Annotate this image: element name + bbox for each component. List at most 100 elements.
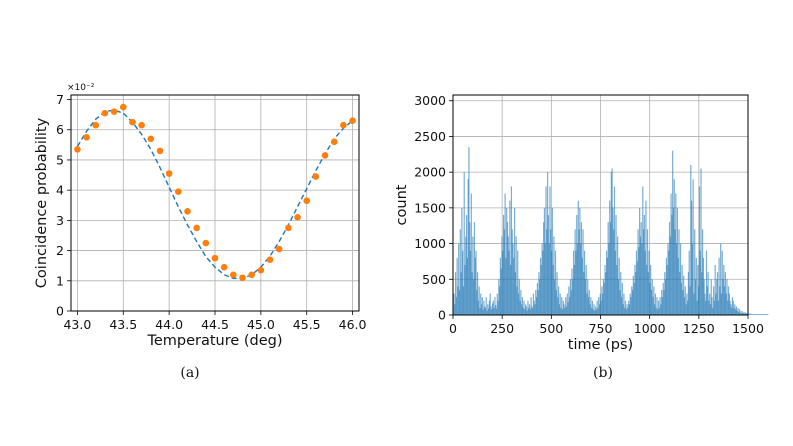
bar: [710, 279, 712, 315]
bar: [499, 286, 501, 315]
bar: [636, 261, 638, 315]
bar: [594, 306, 597, 315]
bar: [664, 272, 666, 315]
data-point: [312, 173, 320, 180]
bar: [705, 300, 707, 315]
bar: [587, 297, 590, 315]
data-point: [294, 214, 301, 221]
bar: [505, 257, 507, 315]
bar: [572, 279, 574, 315]
bar: [598, 304, 601, 315]
bar: [591, 300, 594, 315]
bar: [494, 297, 496, 315]
bar: [462, 250, 464, 315]
bar: [631, 290, 634, 315]
data-point: [110, 108, 118, 115]
bar: [464, 265, 466, 315]
bar: [533, 300, 535, 315]
bar: [688, 250, 690, 315]
bar: [744, 312, 746, 315]
bar: [642, 186, 644, 315]
bar: [566, 293, 568, 315]
bar: [594, 310, 596, 315]
data-point: [220, 263, 228, 271]
bar: [545, 186, 547, 315]
bar: [527, 300, 529, 315]
bar: [543, 207, 546, 315]
bar: [611, 168, 613, 315]
bar: [665, 279, 667, 315]
bar: [459, 229, 461, 315]
bar: [526, 310, 528, 315]
bar: [739, 312, 741, 315]
bar: [738, 312, 740, 315]
data-point: [129, 118, 136, 126]
a-ytick-label-1: 1: [56, 273, 64, 288]
bar: [627, 307, 629, 315]
b-ytick-label-2: 1000: [414, 236, 446, 251]
data-point: [349, 117, 356, 124]
bar: [712, 307, 714, 315]
bar: [483, 300, 485, 315]
bar: [562, 300, 564, 315]
bar: [458, 243, 460, 315]
bar: [672, 207, 675, 315]
bar: [606, 257, 608, 315]
b-xtick-label-6: 1500: [732, 321, 764, 336]
bar: [542, 250, 544, 315]
bar: [613, 229, 615, 315]
bar: [734, 304, 736, 315]
bar: [717, 300, 719, 315]
data-point: [230, 271, 237, 279]
bar: [502, 250, 504, 315]
bar: [705, 250, 708, 315]
bar: [676, 207, 679, 315]
bar: [745, 312, 747, 315]
data-point: [101, 109, 109, 117]
bar: [605, 272, 607, 315]
bar: [684, 286, 686, 315]
bar: [476, 272, 479, 315]
bar: [714, 265, 716, 315]
bar: [749, 314, 751, 315]
bar: [751, 314, 753, 315]
bar: [506, 222, 509, 315]
bar: [725, 293, 727, 315]
bar: [679, 272, 681, 315]
bar: [766, 314, 768, 315]
bar: [650, 290, 653, 315]
bar: [707, 272, 709, 315]
bar: [477, 300, 479, 315]
bar: [563, 304, 565, 315]
bar: [613, 186, 616, 315]
bar: [521, 304, 523, 315]
bar: [565, 297, 567, 315]
bar: [528, 304, 531, 315]
data-point: [74, 146, 81, 153]
bar: [495, 305, 497, 315]
bar: [661, 297, 664, 315]
bar: [472, 236, 474, 315]
a-xtick-label-1: 43.5: [109, 317, 137, 332]
bar: [568, 286, 570, 315]
bar: [502, 215, 505, 315]
bar: [618, 257, 620, 315]
bars-b: [453, 147, 769, 315]
bar: [676, 243, 678, 315]
bar: [584, 279, 586, 315]
bar: [746, 313, 749, 315]
b-xtick-label-3: 750: [589, 321, 613, 336]
bar: [604, 265, 606, 315]
bar: [508, 250, 510, 315]
bar: [543, 222, 545, 315]
bar: [478, 286, 480, 315]
bar: [492, 300, 494, 315]
bar: [466, 257, 468, 315]
bar: [537, 290, 539, 315]
bar: [713, 300, 715, 315]
bar: [647, 272, 649, 315]
bar: [728, 293, 730, 315]
b-xtick-label-5: 1250: [683, 321, 715, 336]
bar: [767, 314, 769, 315]
bar: [718, 257, 720, 315]
